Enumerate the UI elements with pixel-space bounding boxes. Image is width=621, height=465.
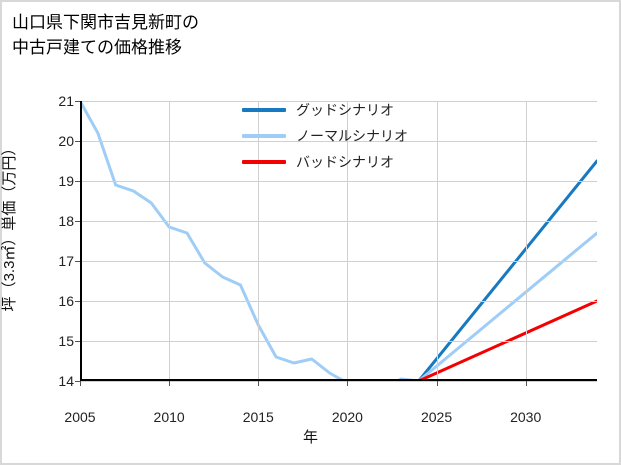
y-axis-tick-label: 18 xyxy=(58,213,74,229)
plot-area xyxy=(75,101,597,386)
gridline-vertical xyxy=(436,101,438,381)
x-axis-tick xyxy=(347,381,349,386)
x-axis-tick-label: 2015 xyxy=(242,409,274,425)
y-axis-tick xyxy=(75,101,80,102)
line-series xyxy=(80,101,421,381)
x-axis-tick-label: 2020 xyxy=(331,409,363,425)
gridline-horizontal xyxy=(80,141,597,142)
legend-swatch-icon xyxy=(242,108,286,112)
x-axis-tick-label: 2030 xyxy=(510,409,542,425)
plot-frame xyxy=(80,101,597,381)
x-axis-title: 年 xyxy=(302,429,318,446)
legend-item[interactable]: バッドシナリオ xyxy=(242,149,442,175)
y-axis-tick-label: 17 xyxy=(58,253,74,269)
line-series xyxy=(417,159,597,381)
x-axis-tick-labels: 2005 2010 2015 2020 2025 2030 xyxy=(64,403,597,425)
legend-item[interactable]: グッドシナリオ xyxy=(242,97,442,123)
gridline-horizontal xyxy=(80,221,597,222)
x-axis-tick-label: 2010 xyxy=(153,409,185,425)
y-axis-tick xyxy=(75,181,80,182)
y-axis-tick-label: 14 xyxy=(58,373,74,389)
y-axis-tick-label: 21 xyxy=(58,93,74,109)
legend-swatch-icon xyxy=(242,160,286,164)
y-axis-tick xyxy=(75,141,80,142)
chart-title: 山口県下関市吉見新町の 中古戸建ての価格推移 xyxy=(12,13,199,57)
y-axis-tick-labels: 14 15 16 17 18 19 20 21 xyxy=(30,93,74,389)
gridline-horizontal xyxy=(80,341,597,342)
legend-item-label: ノーマルシナリオ xyxy=(296,128,408,144)
gridline-horizontal xyxy=(80,301,597,302)
line-series xyxy=(417,231,597,381)
y-axis-tick-label: 20 xyxy=(58,133,74,149)
x-axis-tick xyxy=(436,381,438,386)
gridline-horizontal xyxy=(80,101,597,102)
legend-item[interactable]: ノーマルシナリオ xyxy=(242,123,442,149)
y-axis-tick-label: 15 xyxy=(58,333,74,349)
gridline-horizontal xyxy=(80,181,597,182)
gridline-horizontal xyxy=(80,261,597,262)
legend-item-label: グッドシナリオ xyxy=(296,102,394,118)
x-axis-tick-label: 2025 xyxy=(420,409,453,425)
x-axis-tick xyxy=(169,381,171,386)
y-axis-tick xyxy=(75,261,80,262)
y-axis-title: 坪（3.3㎡）単価（万円） xyxy=(0,0,19,312)
legend-swatch-icon xyxy=(242,134,286,138)
gridline-vertical xyxy=(258,101,260,381)
y-axis-tick xyxy=(75,301,80,302)
x-axis-tick xyxy=(80,381,81,386)
legend-item-label: バッドシナリオ xyxy=(296,154,394,170)
y-axis-tick xyxy=(75,341,80,342)
y-axis-tick-label: 16 xyxy=(58,293,74,309)
y-axis-tick xyxy=(75,221,80,222)
series-lines xyxy=(80,101,597,381)
y-axis-tick xyxy=(75,381,80,382)
gridline-vertical xyxy=(347,101,349,381)
gridline-horizontal xyxy=(80,381,597,382)
x-axis-tick-label: 2005 xyxy=(64,409,96,425)
y-axis-title-text: 坪（3.3㎡）単価（万円） xyxy=(1,140,18,312)
x-axis-tick xyxy=(525,381,527,386)
x-axis-tick xyxy=(258,381,260,386)
chart-legend: グッドシナリオ ノーマルシナリオ バッドシナリオ xyxy=(242,97,442,175)
y-axis-tick-label: 19 xyxy=(58,173,74,189)
gridline-vertical xyxy=(169,101,171,381)
gridline-vertical xyxy=(525,101,527,381)
